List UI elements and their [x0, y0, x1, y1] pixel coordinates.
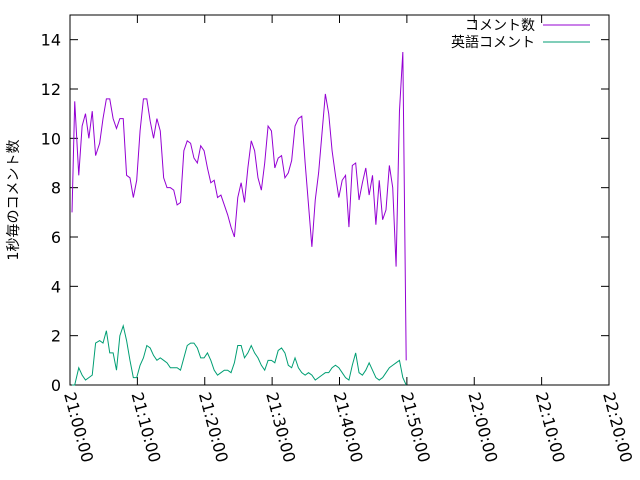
y-tick-label: 8	[51, 179, 61, 198]
x-tick-label: 22:10:00	[532, 390, 569, 464]
x-tick-label: 22:20:00	[599, 390, 636, 464]
x-tick-label: 21:40:00	[330, 390, 367, 464]
x-tick-label: 22:00:00	[464, 390, 501, 464]
axes: 0 2 4 6 8 10 12 14 21:00:00 21:10:00 21:20:00 21:30…	[41, 14, 636, 464]
plot-frame	[69, 14, 610, 386]
series-layer	[71, 51, 407, 386]
y-tick-label: 6	[51, 228, 61, 247]
x-tick-label: 21:00:00	[60, 390, 97, 464]
y-tick-label: 14	[41, 31, 61, 50]
y-axis-title: 1秒毎のコメント数	[6, 140, 22, 261]
x-tick-label: 21:10:00	[128, 390, 165, 464]
y-tick-label: 4	[51, 277, 61, 296]
y-tick-label: 10	[41, 129, 61, 148]
series-line-2	[72, 323, 407, 386]
x-tick-label: 21:50:00	[397, 390, 434, 464]
y-tick-label: 2	[51, 327, 61, 346]
x-tick-label: 21:30:00	[262, 390, 299, 464]
series-line-1	[71, 51, 407, 361]
legend-label-1: コメント数	[465, 18, 535, 34]
y-tick-label: 12	[41, 80, 61, 99]
legend-label-2: 英語コメント	[451, 34, 535, 51]
x-tick-label: 21:20:00	[195, 390, 232, 464]
y-tick-label: 0	[51, 376, 61, 395]
